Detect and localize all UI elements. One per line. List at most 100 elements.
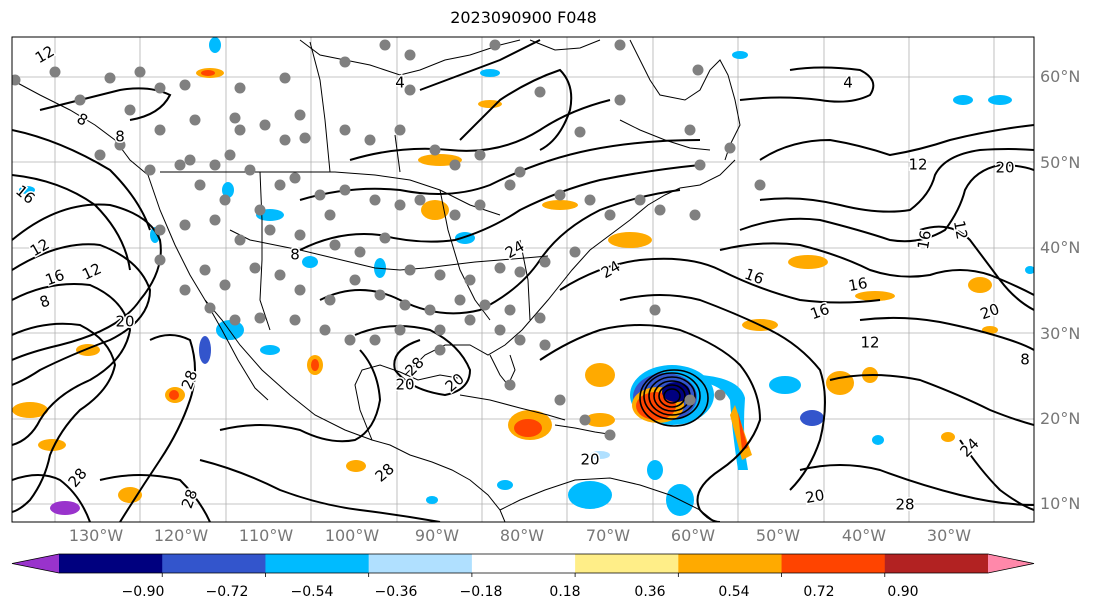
contour-label: 20 [580, 451, 599, 469]
observation-dot [224, 149, 236, 161]
contour-lines [12, 39, 1034, 522]
observation-dot [534, 312, 546, 324]
lon-label-120w: 120°W [153, 526, 209, 545]
observation-dot [234, 124, 246, 136]
observation-dot [114, 139, 126, 151]
contour-label: 8 [115, 128, 125, 146]
observation-dot [579, 414, 591, 426]
observation-dot [539, 339, 551, 351]
colorbar-segment [781, 554, 886, 573]
observation-dot [404, 49, 416, 61]
lon-label-100w: 100°W [324, 526, 380, 545]
observation-dot [584, 194, 596, 206]
contour-label: 28 [895, 496, 914, 514]
observation-dot [404, 84, 416, 96]
observation-dot [279, 134, 291, 146]
observation-dot [604, 429, 616, 441]
observation-dot [294, 284, 306, 296]
contour-label: 16 [847, 274, 869, 295]
observation-dot [179, 219, 191, 231]
observation-dot [474, 199, 486, 211]
observation-dot [434, 269, 446, 281]
observation-dot [354, 246, 366, 258]
colorbar-segment [471, 554, 576, 573]
colorbar-segment [884, 554, 989, 573]
observation-dot [754, 179, 766, 191]
observation-dot [189, 114, 201, 126]
colorbar-label: −0.72 [205, 584, 249, 600]
observation-dot [689, 209, 701, 221]
observation-dot [474, 149, 486, 161]
contour-label: 8 [290, 246, 300, 264]
observation-dot [494, 324, 506, 336]
observation-dot [692, 64, 704, 76]
observation-dot [49, 66, 61, 78]
observation-dot [339, 184, 351, 196]
observation-dot [364, 134, 376, 146]
lon-label-40w: 40°W [841, 526, 887, 545]
observation-dot [394, 199, 406, 211]
colorbar-segment [59, 554, 163, 573]
observation-dot [274, 179, 286, 191]
colorbar-label: −0.36 [374, 584, 418, 600]
observation-dot [264, 224, 276, 236]
observation-dot [429, 144, 441, 156]
observation-dot [324, 294, 336, 306]
observation-dot [219, 279, 231, 291]
observation-dot [329, 239, 341, 251]
colorbar-extend-high [988, 554, 1034, 573]
colorbar-label: −0.54 [290, 584, 334, 600]
lon-label-60w: 60°W [670, 526, 716, 545]
contour-label: 8 [1020, 351, 1030, 369]
observation-dot [394, 324, 406, 336]
observation-dot [94, 149, 106, 161]
observation-dot [174, 159, 186, 171]
observation-dot [184, 154, 196, 166]
observation-dot [339, 124, 351, 136]
observation-dot [554, 394, 566, 406]
observation-dot [454, 294, 466, 306]
lat-label-40n: 40°N [1040, 238, 1081, 257]
contour-label: 20 [395, 376, 414, 394]
contour-label: 20 [995, 159, 1014, 177]
contour-label: 12 [950, 219, 971, 241]
observation-dot [374, 289, 386, 301]
colorbar [11, 553, 1035, 577]
colorbar-segment [575, 554, 679, 573]
colorbar-segment [265, 554, 370, 573]
observation-dot [654, 204, 666, 216]
observation-dot [199, 264, 211, 276]
observation-dot [274, 269, 286, 281]
contour-label: 16 [914, 229, 935, 251]
contour-label: 20 [115, 313, 134, 331]
observation-dot [289, 314, 301, 326]
observation-dot [294, 229, 306, 241]
observation-markers [12, 39, 766, 441]
observation-dot [194, 179, 206, 191]
lat-label-50n: 50°N [1040, 153, 1081, 172]
observation-dot [554, 189, 566, 201]
observation-dot [179, 284, 191, 296]
observation-dot [504, 179, 516, 191]
colorbar-segment [678, 554, 783, 573]
observation-dot [134, 66, 146, 78]
observation-dot [314, 189, 326, 201]
observation-dot [249, 262, 261, 274]
observation-dot [434, 344, 446, 356]
observation-dot [12, 74, 21, 86]
lon-label-130w: 130°W [68, 526, 124, 545]
observation-dot [209, 159, 221, 171]
lon-label-90w: 90°W [414, 526, 460, 545]
contour-label: 12 [908, 156, 927, 174]
contour-label: 4 [395, 74, 405, 92]
colorbar-extend-low [12, 554, 59, 573]
lon-label-80w: 80°W [499, 526, 545, 545]
observation-dot [379, 232, 391, 244]
observation-dot [424, 304, 436, 316]
observation-dot [289, 172, 301, 184]
observation-dot [614, 39, 626, 51]
observation-dot [339, 56, 351, 68]
colorbar-label: 0.18 [549, 584, 581, 600]
observation-dot [74, 94, 86, 106]
observation-dot [349, 274, 361, 286]
